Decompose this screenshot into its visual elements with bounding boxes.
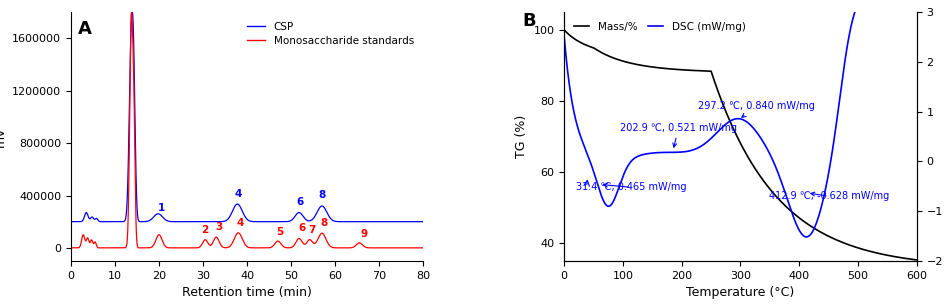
Text: 202.9 ℃, 0.521 mW/mg: 202.9 ℃, 0.521 mW/mg [619,123,736,147]
X-axis label: Retention time (min): Retention time (min) [182,286,312,299]
Text: 9: 9 [360,229,367,239]
Legend: Mass/%, DSC (mW/mg): Mass/%, DSC (mW/mg) [569,17,749,36]
Text: 412.9 ℃, -0.628 mW/mg: 412.9 ℃, -0.628 mW/mg [767,191,888,201]
Text: 1: 1 [158,203,164,213]
Text: 4: 4 [237,218,244,228]
Text: 7: 7 [309,225,315,235]
Y-axis label: TG (%): TG (%) [514,115,528,158]
Text: A: A [77,20,92,38]
Text: 3: 3 [214,222,222,232]
Text: 8: 8 [320,218,328,228]
Text: 297.2 ℃, 0.840 mW/mg: 297.2 ℃, 0.840 mW/mg [698,101,814,117]
X-axis label: Temperature (°C): Temperature (°C) [685,286,794,299]
Text: B: B [521,12,535,30]
Text: 6: 6 [296,197,303,207]
Y-axis label: mV: mV [0,126,7,147]
Text: 8: 8 [318,190,326,200]
Text: 2: 2 [201,225,209,235]
Legend: CSP, Monosaccharide standards: CSP, Monosaccharide standards [243,17,417,50]
Text: 31.4 ℃, 0.465 mW/mg: 31.4 ℃, 0.465 mW/mg [576,182,685,192]
Text: 6: 6 [298,223,306,233]
Text: 4: 4 [234,189,242,199]
Text: 5: 5 [277,227,283,237]
